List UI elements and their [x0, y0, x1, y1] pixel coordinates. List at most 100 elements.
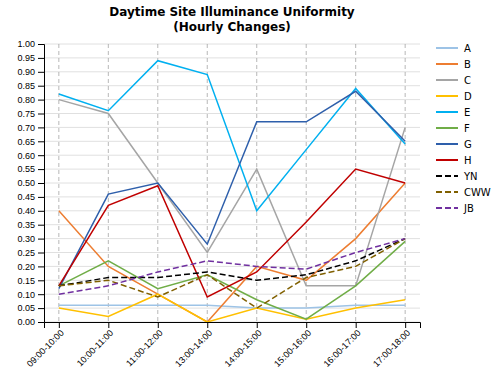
y-tick-label: 0.15 [17, 276, 35, 286]
y-tick-mark [38, 100, 44, 101]
grid-line-y [44, 85, 420, 86]
y-tick: 0.65 [17, 137, 44, 147]
legend-item: JB [436, 203, 474, 214]
legend-label: G [464, 139, 472, 150]
y-tick-mark [38, 114, 44, 115]
y-tick-label: 0.95 [17, 53, 35, 63]
x-tick-label: 14:00-15:00 [223, 328, 264, 369]
y-tick-label: 0.40 [17, 206, 35, 216]
grid-line-y [44, 155, 420, 156]
legend-swatch [436, 175, 458, 177]
y-axis-line [38, 45, 45, 323]
series-line [59, 169, 405, 297]
x-tick-mark [207, 322, 208, 328]
legend-item: F [436, 123, 470, 134]
y-tick: 0.75 [17, 109, 44, 119]
x-tick-mark [108, 322, 109, 328]
y-tick-label: 0.05 [17, 303, 35, 313]
legend-label: YN [463, 171, 478, 182]
legend-swatch [436, 47, 458, 49]
grid-line-y [44, 224, 420, 225]
grid-line-x [355, 44, 356, 322]
x-tick: 17:00-18:00 [371, 322, 412, 369]
y-tick: 0.85 [17, 81, 44, 91]
x-tick-mark [306, 322, 307, 328]
legend-swatch [436, 191, 458, 193]
y-tick-mark [38, 211, 44, 212]
y-tick-label: 0.65 [17, 137, 35, 147]
x-tick-mark [356, 322, 357, 328]
series-line [59, 91, 405, 288]
grid [44, 44, 420, 322]
grid-line-y [44, 71, 420, 72]
y-tick: 0.60 [17, 151, 44, 161]
y-tick-mark [38, 239, 44, 240]
y-tick-mark [38, 169, 44, 170]
grid-line-y [44, 113, 420, 114]
y-tick-mark [38, 183, 44, 184]
x-tick: 13:00-14:00 [173, 322, 214, 369]
x-tick-label: 09:00-10:00 [25, 328, 66, 369]
legend-swatch [436, 127, 458, 129]
y-tick: 0.25 [17, 248, 44, 258]
legend-item: G [436, 139, 472, 150]
legend-item: D [436, 91, 472, 102]
legend-swatch [436, 63, 458, 65]
legend-swatch [436, 111, 458, 113]
y-tick-label: 0.50 [17, 178, 35, 188]
y-tick-label: 0.45 [17, 192, 35, 202]
grid-line-x [58, 44, 59, 322]
y-tick: 0.80 [17, 95, 44, 105]
y-tick: 0.95 [17, 53, 44, 63]
x-tick-label: 15:00-16:00 [272, 328, 313, 369]
legend-label: A [464, 43, 471, 54]
y-tick-mark [38, 294, 44, 295]
series-line [59, 239, 405, 295]
y-tick-mark [38, 197, 44, 198]
y-tick-label: 0.00 [17, 317, 35, 327]
grid-line-x [207, 44, 208, 322]
grid-line-y [44, 169, 420, 170]
y-tick-label: 0.35 [17, 220, 35, 230]
x-tick-label: 10:00-11:00 [75, 328, 116, 369]
chart: 0.00 0.05 0.10 0.15 0.20 0.25 0.30 0.35 0.40 0.45… [0, 0, 500, 388]
legend-item: H [436, 155, 472, 166]
y-tick-mark [38, 127, 44, 128]
y-tick-mark [38, 44, 44, 45]
legend-item: B [436, 59, 471, 70]
x-tick-mark [405, 322, 406, 328]
y-tick-label: 0.30 [17, 234, 35, 244]
title: Daytime Site Illuminance Uniformity(Hour… [109, 5, 355, 34]
x-tick: 11:00-12:00 [124, 322, 165, 368]
legend-label: JB [463, 203, 474, 214]
y-tick-label: 0.75 [17, 109, 35, 119]
legend-item: C [436, 75, 471, 86]
x-tick-label: 16:00-17:00 [322, 328, 363, 369]
y-tick-label: 0.80 [17, 95, 35, 105]
legend-label: E [464, 107, 470, 118]
legend-swatch [436, 79, 458, 81]
legend-label: F [464, 123, 470, 134]
x-tick-mark [158, 322, 159, 328]
y-tick: 0.10 [17, 290, 44, 300]
y-tick-mark [38, 86, 44, 87]
y-tick: 0.50 [17, 178, 44, 188]
series-line [59, 239, 405, 286]
y-tick: 0.40 [17, 206, 44, 216]
y-tick-mark [38, 155, 44, 156]
x-tick: 15:00-16:00 [272, 322, 313, 369]
legend-swatch [436, 159, 458, 161]
y-tick-label: 0.90 [17, 67, 35, 77]
legend-item: CWW [436, 187, 491, 198]
series-line [59, 100, 405, 286]
legend-swatch [436, 207, 458, 209]
grid-line-y [44, 266, 420, 267]
x-axis-line [45, 323, 421, 329]
lines [59, 61, 405, 322]
x-tick: 10:00-11:00 [75, 322, 116, 368]
y-tick: 1.00 [17, 39, 44, 49]
grid-line-y [44, 127, 420, 128]
y-tick-label: 1.00 [17, 39, 35, 49]
y-tick-label: 0.20 [17, 262, 35, 272]
series-line [59, 239, 405, 309]
